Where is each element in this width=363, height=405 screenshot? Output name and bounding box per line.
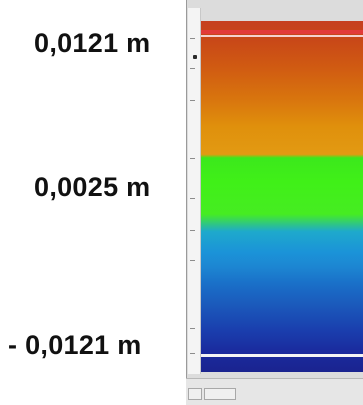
vertical-ruler bbox=[188, 8, 201, 374]
top-boundary-line bbox=[201, 30, 363, 34]
color-field bbox=[201, 21, 363, 372]
ruler-tick bbox=[190, 328, 195, 329]
bottom-position-label: - 0,0121 m bbox=[8, 330, 142, 360]
ruler-tick bbox=[190, 260, 195, 261]
bottom-boundary-line bbox=[201, 354, 363, 357]
ruler-tick bbox=[190, 100, 195, 101]
ruler-tick bbox=[190, 38, 195, 39]
top-position-label: 0,0121 m bbox=[34, 28, 151, 58]
status-bar bbox=[186, 378, 363, 405]
middle-position-label: 0,0025 m bbox=[34, 172, 151, 202]
ruler-tick bbox=[190, 230, 195, 231]
ruler-tick bbox=[190, 68, 195, 69]
status-cell-right[interactable] bbox=[204, 388, 236, 400]
status-cell-left[interactable] bbox=[188, 388, 202, 400]
ruler-tick bbox=[190, 353, 195, 354]
top-position-marker bbox=[193, 55, 197, 59]
top-boundary-highlight bbox=[201, 35, 363, 37]
ruler-tick bbox=[190, 158, 195, 159]
ruler-tick bbox=[190, 198, 195, 199]
